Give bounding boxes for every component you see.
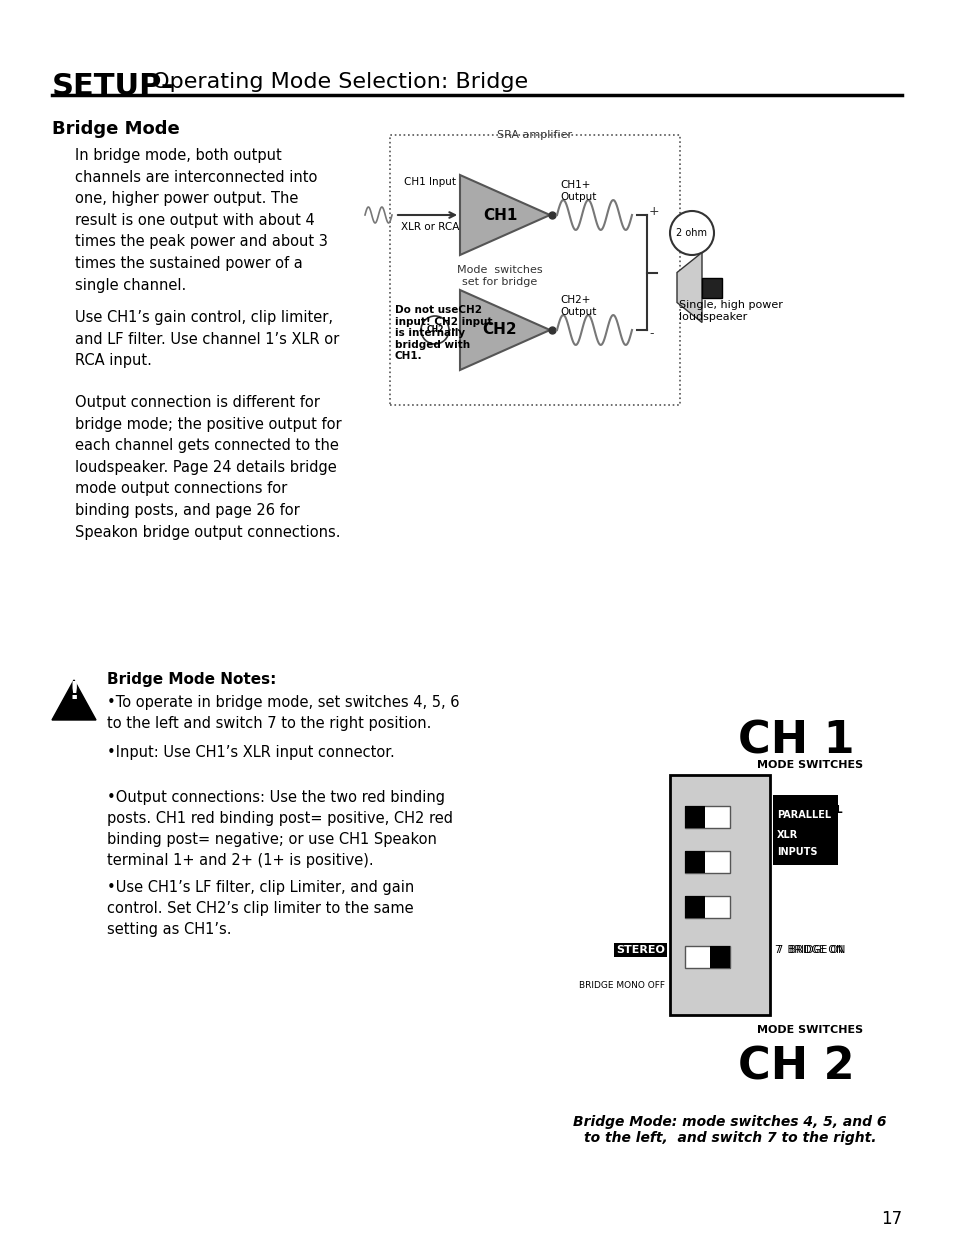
Text: •To operate in bridge mode, set switches 4, 5, 6
to the left and switch 7 to the: •To operate in bridge mode, set switches… (107, 695, 459, 731)
Text: Operating Mode Selection: Bridge: Operating Mode Selection: Bridge (145, 72, 528, 91)
Bar (772, 795, 837, 864)
Polygon shape (677, 252, 701, 322)
Bar (684, 946, 729, 968)
Polygon shape (52, 680, 96, 720)
Bar (684, 897, 704, 918)
Text: Bridge Mode: mode switches 4, 5, and 6
to the left,  and switch 7 to the right.: Bridge Mode: mode switches 4, 5, and 6 t… (573, 1115, 886, 1145)
Text: XLR: XLR (776, 830, 798, 840)
Text: BRIDGE MONO OFF: BRIDGE MONO OFF (578, 981, 664, 989)
Text: CH2: CH2 (482, 322, 517, 337)
Circle shape (420, 316, 449, 345)
Text: Bridge Mode: Bridge Mode (52, 120, 179, 138)
Bar (684, 897, 729, 918)
Bar (701, 278, 721, 298)
Text: CH 2: CH 2 (738, 1045, 854, 1088)
Text: CH1: CH1 (482, 207, 517, 222)
Text: CH1+
Output: CH1+ Output (559, 180, 596, 203)
Text: 7  BRIDGE ON: 7 BRIDGE ON (774, 945, 842, 955)
Text: Mode  switches
set for bridge: Mode switches set for bridge (456, 266, 542, 287)
Bar (684, 851, 704, 873)
Text: 6  INPUTS: 6 INPUTS (774, 842, 828, 852)
Text: Use CH1’s gain control, clip limiter,
and LF filter. Use channel 1’s XLR or
RCA : Use CH1’s gain control, clip limiter, an… (75, 310, 339, 368)
Bar (684, 851, 729, 873)
Text: In bridge mode, both output
channels are interconnected into
one, higher power o: In bridge mode, both output channels are… (75, 148, 328, 293)
Text: SETUP-: SETUP- (52, 72, 174, 101)
Text: -: - (648, 327, 653, 340)
Bar (390, 135, 679, 405)
Text: 4  PARALLEL: 4 PARALLEL (774, 805, 841, 815)
Text: •Input: Use CH1’s XLR input connector.: •Input: Use CH1’s XLR input connector. (107, 745, 395, 760)
Text: •Output connections: Use the two red binding
posts. CH1 red binding post= positi: •Output connections: Use the two red bin… (107, 790, 453, 868)
Text: 2 ohm: 2 ohm (676, 228, 707, 238)
Text: CH1 Input: CH1 Input (403, 177, 456, 186)
Polygon shape (459, 290, 550, 370)
Text: SRA amplifier: SRA amplifier (497, 130, 572, 140)
Text: Single, high power
loudspeaker: Single, high power loudspeaker (679, 300, 782, 321)
Text: INPUTS: INPUTS (776, 847, 817, 857)
Text: PARALLEL: PARALLEL (776, 810, 830, 820)
Text: !: ! (69, 680, 80, 704)
Text: STEREO: STEREO (616, 945, 664, 955)
Text: CH2: CH2 (426, 326, 443, 335)
Bar (684, 806, 729, 827)
Text: CH 1: CH 1 (738, 720, 854, 763)
Circle shape (669, 211, 713, 254)
Polygon shape (459, 175, 550, 254)
Text: +: + (648, 205, 659, 219)
Text: 5  XLR: 5 XLR (774, 825, 809, 835)
Text: Bridge Mode Notes:: Bridge Mode Notes: (107, 672, 276, 687)
Text: Output connection is different for
bridge mode; the positive output for
each cha: Output connection is different for bridg… (75, 395, 341, 540)
Text: Do not useCH2
input! CH2 input
is internally
bridged with
CH1.: Do not useCH2 input! CH2 input is intern… (395, 305, 492, 362)
Text: CH2+
Output: CH2+ Output (559, 295, 596, 317)
Text: MODE SWITCHES: MODE SWITCHES (756, 1025, 862, 1035)
Text: XLR or RCA: XLR or RCA (400, 222, 458, 232)
Text: 7  BRIDGE ON: 7 BRIDGE ON (776, 945, 844, 955)
Text: •Use CH1’s LF filter, clip Limiter, and gain
control. Set CH2’s clip limiter to : •Use CH1’s LF filter, clip Limiter, and … (107, 881, 414, 937)
Text: 17: 17 (880, 1210, 901, 1228)
Bar (709, 946, 729, 968)
Bar (684, 806, 704, 827)
Bar (669, 776, 769, 1015)
Text: MODE SWITCHES: MODE SWITCHES (756, 760, 862, 769)
